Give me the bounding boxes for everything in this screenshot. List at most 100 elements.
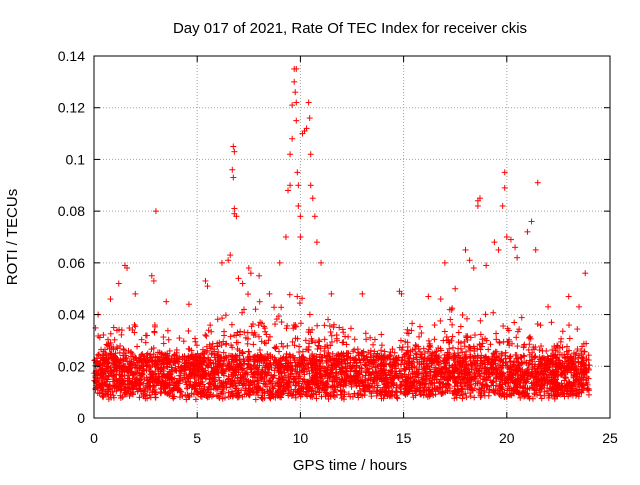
data-point	[327, 392, 334, 399]
data-point	[222, 341, 229, 348]
data-point	[229, 166, 236, 173]
data-point	[236, 347, 243, 354]
data-point	[299, 348, 306, 355]
data-point	[144, 377, 151, 384]
data-point	[230, 392, 237, 399]
data-point	[535, 363, 542, 370]
data-point	[331, 383, 338, 390]
data-point	[476, 370, 483, 377]
data-point	[452, 285, 459, 292]
data-point	[370, 352, 377, 359]
data-point	[204, 362, 211, 369]
data-point	[289, 135, 296, 142]
data-point	[472, 380, 479, 387]
data-point	[403, 365, 410, 372]
data-point	[315, 342, 322, 349]
data-point	[314, 376, 321, 383]
data-point	[176, 359, 183, 366]
data-point	[485, 392, 492, 399]
data-point	[503, 393, 510, 400]
data-point	[185, 345, 192, 352]
data-point	[510, 387, 517, 394]
data-point	[153, 373, 160, 380]
data-point	[415, 374, 422, 381]
data-point	[152, 208, 159, 215]
data-point	[249, 321, 256, 328]
data-point	[317, 358, 324, 365]
data-point	[336, 359, 343, 366]
data-point	[225, 393, 232, 400]
data-point	[306, 311, 313, 318]
data-point	[222, 312, 229, 319]
data-point	[556, 344, 563, 351]
data-point	[485, 346, 492, 353]
data-point	[92, 324, 99, 331]
data-point	[412, 350, 419, 357]
data-points	[91, 65, 593, 403]
data-point	[420, 345, 427, 352]
data-point	[437, 317, 444, 324]
data-point	[504, 339, 511, 346]
data-point	[103, 341, 110, 348]
data-point	[398, 356, 405, 363]
data-point	[111, 336, 118, 343]
data-point	[417, 323, 424, 330]
data-point	[352, 367, 359, 374]
data-point	[297, 388, 304, 395]
data-point	[343, 374, 350, 381]
data-point	[514, 343, 521, 350]
data-point	[529, 395, 536, 402]
data-point	[538, 343, 545, 350]
data-point	[193, 388, 200, 395]
data-point	[251, 389, 258, 396]
data-point	[278, 340, 285, 347]
data-point	[264, 350, 271, 357]
data-point	[511, 362, 518, 369]
data-point	[104, 376, 111, 383]
data-point	[455, 345, 462, 352]
data-point	[474, 202, 481, 209]
data-point	[499, 202, 506, 209]
data-point	[299, 367, 306, 374]
data-point	[110, 382, 117, 389]
data-point	[521, 353, 528, 360]
data-point	[402, 366, 409, 373]
data-point	[585, 387, 592, 394]
data-point	[512, 378, 519, 385]
data-point	[442, 369, 449, 376]
data-point	[120, 345, 127, 352]
data-point	[261, 357, 268, 364]
data-point	[168, 364, 175, 371]
data-point	[292, 89, 299, 96]
data-point	[581, 370, 588, 377]
data-point	[291, 78, 298, 85]
data-point	[258, 395, 265, 402]
data-point	[107, 383, 114, 390]
data-point	[390, 355, 397, 362]
data-point	[490, 309, 497, 316]
data-point	[457, 323, 464, 330]
data-point	[160, 334, 167, 341]
data-point	[477, 346, 484, 353]
data-point	[282, 234, 289, 240]
data-point	[533, 378, 540, 385]
data-point	[219, 315, 226, 322]
data-point	[547, 372, 554, 379]
data-point	[343, 341, 350, 348]
data-point	[446, 345, 453, 352]
data-point	[585, 365, 592, 372]
data-point	[583, 380, 590, 387]
data-point	[520, 344, 527, 351]
data-point	[434, 354, 441, 361]
data-point	[318, 379, 325, 386]
data-point	[328, 338, 335, 345]
data-point	[441, 328, 448, 335]
data-point	[548, 319, 555, 326]
data-point	[266, 290, 273, 297]
data-point	[250, 341, 257, 348]
data-point	[355, 390, 362, 397]
data-point	[425, 293, 432, 300]
data-point	[325, 395, 332, 402]
data-point	[252, 306, 259, 313]
data-point	[144, 332, 151, 339]
